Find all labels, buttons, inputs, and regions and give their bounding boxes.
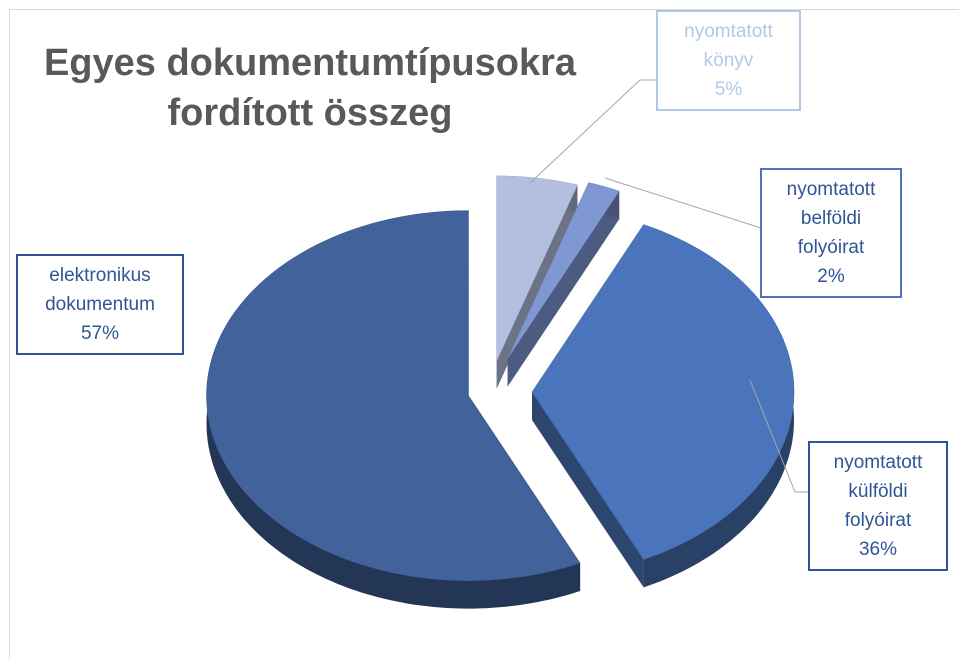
data-label: nyomtatott könyv 5%: [656, 10, 801, 111]
leader-line: [529, 79, 656, 184]
chart-title: Egyes dokumentumtípusokra fordított össz…: [43, 42, 577, 134]
category-label: elektronikus dokumentum: [45, 265, 155, 315]
value-label: 2%: [817, 266, 845, 287]
pie-slice: [496, 175, 578, 361]
pie: [206, 175, 795, 609]
value-label: 36%: [858, 539, 898, 560]
leader-line: [604, 177, 762, 229]
value-label: 57%: [80, 323, 120, 344]
slice-side: [532, 392, 644, 588]
category-label: nyomtatott külföldi folyóirat: [833, 452, 923, 531]
data-label: nyomtatott belföldi folyóirat 2%: [760, 168, 902, 298]
leader-line: [749, 379, 809, 493]
slice-side: [496, 184, 578, 389]
chart-border: [9, 9, 959, 659]
category-label: nyomtatott könyv: [684, 21, 773, 71]
category-label: nyomtatott belföldi folyóirat: [786, 179, 876, 258]
data-label: elektronikus dokumentum 57%: [16, 254, 184, 355]
pie-slice: [531, 224, 795, 560]
pie-slice: [507, 182, 620, 359]
data-label: nyomtatott külföldi folyóirat 36%: [808, 441, 948, 571]
slice-side: [507, 191, 620, 387]
pie-slice: [206, 210, 581, 581]
value-label: 5%: [714, 79, 743, 100]
